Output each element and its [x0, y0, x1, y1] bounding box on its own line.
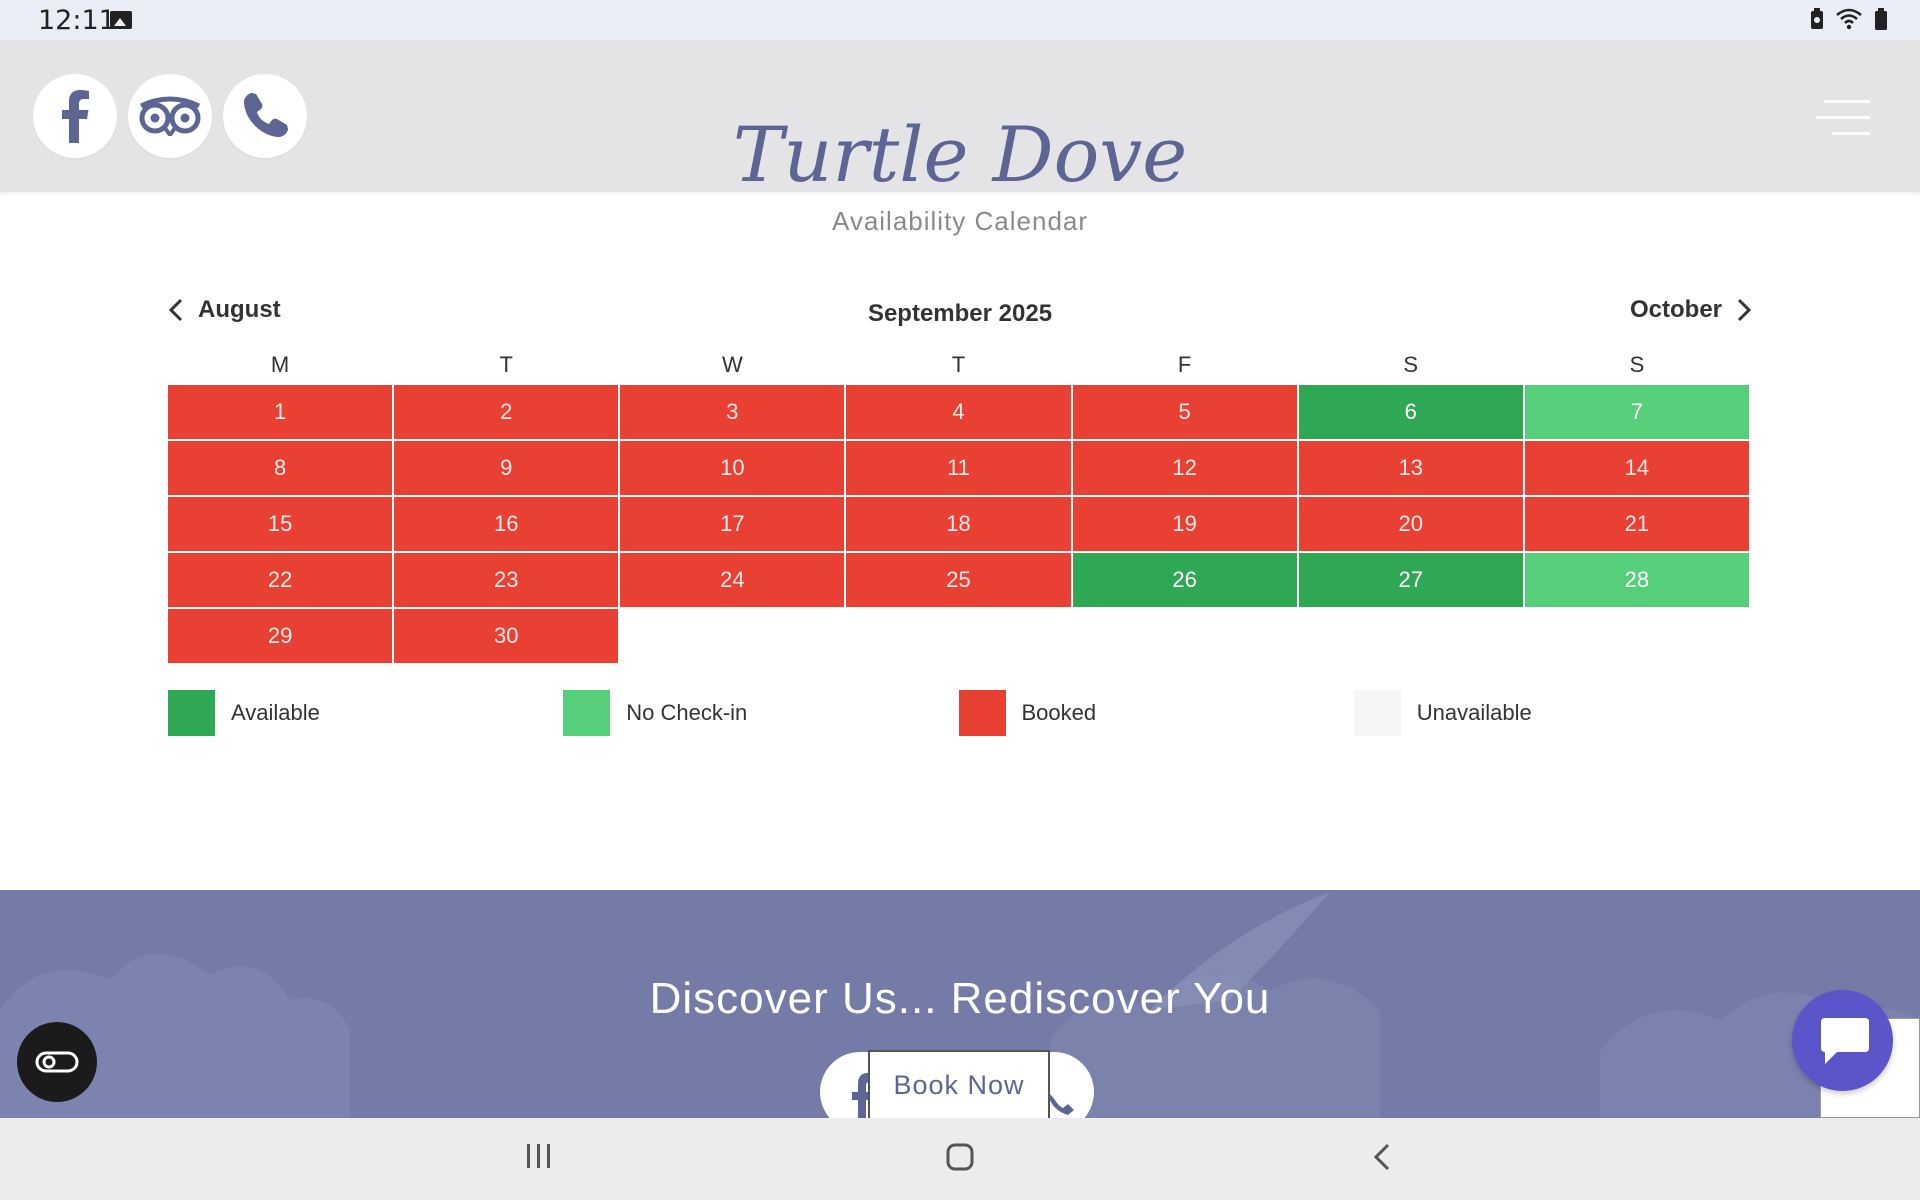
- calendar-day-26[interactable]: 26: [1072, 553, 1297, 607]
- calendar-day-25[interactable]: 25: [846, 553, 1071, 607]
- calendar-day-16[interactable]: 16: [394, 497, 619, 551]
- calendar-grid: 1 2 3 4 5 6 7 8 9 10 11 12 13 14 15 16 17 18 19 20 21 22 23 24 2…: [168, 385, 1749, 663]
- calendar-day-17[interactable]: 17: [620, 497, 845, 551]
- calendar-day-24[interactable]: 24: [620, 553, 845, 607]
- chat-bubble-icon: [1820, 1017, 1869, 1064]
- calendar-day-18[interactable]: 18: [846, 497, 1071, 551]
- calendar-day-6[interactable]: 6: [1298, 385, 1523, 439]
- calendar-day-1[interactable]: 1: [168, 385, 393, 439]
- system-navigation-bar: [0, 1118, 1920, 1200]
- calendar-day-8[interactable]: 8: [168, 441, 393, 495]
- legend-swatch: [563, 690, 611, 736]
- calendar-day-21[interactable]: 21: [1524, 497, 1749, 551]
- prev-month-label: August: [198, 296, 281, 323]
- legend-item-available: Available: [168, 690, 563, 736]
- legend-label: Unavailable: [1416, 700, 1532, 725]
- weekday-label: F: [1177, 352, 1192, 377]
- calendar-day-22[interactable]: 22: [168, 553, 393, 607]
- status-right-icons: [1808, 8, 1890, 30]
- banner-title: Discover Us... Rediscover You: [649, 974, 1271, 1023]
- calendar-day-4[interactable]: 4: [846, 385, 1071, 439]
- site-logo[interactable]: Turtle Dove: [732, 110, 1188, 199]
- calendar-day-28[interactable]: 28: [1524, 553, 1749, 607]
- calendar-day-5[interactable]: 5: [1072, 385, 1297, 439]
- image-icon: [110, 11, 132, 29]
- next-month-label: October: [1629, 296, 1722, 323]
- calendar-day-12[interactable]: 12: [1072, 441, 1297, 495]
- current-month-title: September 2025: [867, 300, 1053, 327]
- weekday-label: T: [951, 352, 966, 377]
- back-icon[interactable]: [1372, 1142, 1392, 1172]
- legend-item-booked: Booked: [958, 690, 1354, 736]
- wifi-icon: [1836, 8, 1862, 30]
- calendar-day-9[interactable]: 9: [394, 441, 619, 495]
- accessibility-toggle-icon: [35, 1051, 79, 1073]
- promo-banner: Discover Us... Rediscover You Book Now: [0, 890, 1920, 1118]
- weekday-label: M: [270, 352, 290, 377]
- battery-saver-icon: [1811, 8, 1823, 29]
- facebook-icon: [852, 1073, 875, 1118]
- chevron-right-icon: [1737, 298, 1752, 322]
- status-time: 12:11: [38, 5, 116, 36]
- book-now-button[interactable]: Book Now: [868, 1050, 1050, 1118]
- weekday-label: W: [721, 352, 743, 377]
- legend-label: Booked: [1021, 700, 1097, 725]
- legend-swatch: [168, 690, 215, 736]
- legend-label: No Check-in: [626, 700, 748, 725]
- next-month-button[interactable]: October: [1630, 296, 1752, 324]
- phone-link[interactable]: [223, 74, 307, 158]
- phone-icon: [244, 93, 288, 137]
- home-icon[interactable]: [946, 1142, 974, 1172]
- legend-item-unavailable: Unavailable: [1353, 690, 1749, 736]
- phone-icon: [1049, 1094, 1074, 1115]
- calendar-day-19[interactable]: 19: [1072, 497, 1297, 551]
- calendar-day-14[interactable]: 14: [1524, 441, 1749, 495]
- facebook-link[interactable]: [33, 74, 117, 158]
- prev-month-button[interactable]: August: [168, 296, 281, 324]
- cloud-background: [0, 892, 1920, 1118]
- calendar-day-23[interactable]: 23: [394, 553, 619, 607]
- calendar-day-29[interactable]: 29: [168, 609, 393, 663]
- site-header: Turtle Dove: [0, 40, 1920, 199]
- calendar-day-20[interactable]: 20: [1298, 497, 1523, 551]
- recent-apps-icon[interactable]: [526, 1142, 552, 1170]
- calendar-day-3[interactable]: 3: [620, 385, 845, 439]
- accessibility-toggle-button[interactable]: [17, 1022, 97, 1102]
- tripadvisor-link[interactable]: [128, 74, 212, 158]
- hamburger-menu-icon[interactable]: [1816, 100, 1870, 140]
- calendar-day-13[interactable]: 13: [1298, 441, 1523, 495]
- legend-label: Available: [231, 700, 320, 725]
- status-bar: 12:11: [0, 0, 1920, 40]
- legend-swatch: [1353, 690, 1401, 736]
- weekday-header: M T W T F S S: [168, 352, 1749, 378]
- facebook-icon: [62, 90, 89, 143]
- calendar-day-10[interactable]: 10: [620, 441, 845, 495]
- calendar-day-30[interactable]: 30: [394, 609, 619, 663]
- chevron-left-icon: [168, 298, 183, 322]
- calendar-day-2[interactable]: 2: [394, 385, 619, 439]
- legend-swatch: [958, 690, 1006, 736]
- weekday-label: S: [1403, 352, 1419, 377]
- calendar-legend: Available No Check-in Booked Unavailable: [168, 690, 1749, 736]
- calendar-day-7[interactable]: 7: [1524, 385, 1749, 439]
- calendar-day-15[interactable]: 15: [168, 497, 393, 551]
- tripadvisor-icon: [139, 96, 201, 136]
- calendar-day-11[interactable]: 11: [846, 441, 1071, 495]
- legend-item-no-checkin: No Check-in: [563, 690, 958, 736]
- page-subtitle: Availability Calendar: [831, 206, 1089, 236]
- weekday-label: T: [499, 352, 513, 377]
- calendar-day-27[interactable]: 27: [1298, 553, 1523, 607]
- weekday-label: S: [1629, 352, 1645, 377]
- chat-button[interactable]: [1792, 990, 1893, 1091]
- battery-icon: [1875, 8, 1887, 30]
